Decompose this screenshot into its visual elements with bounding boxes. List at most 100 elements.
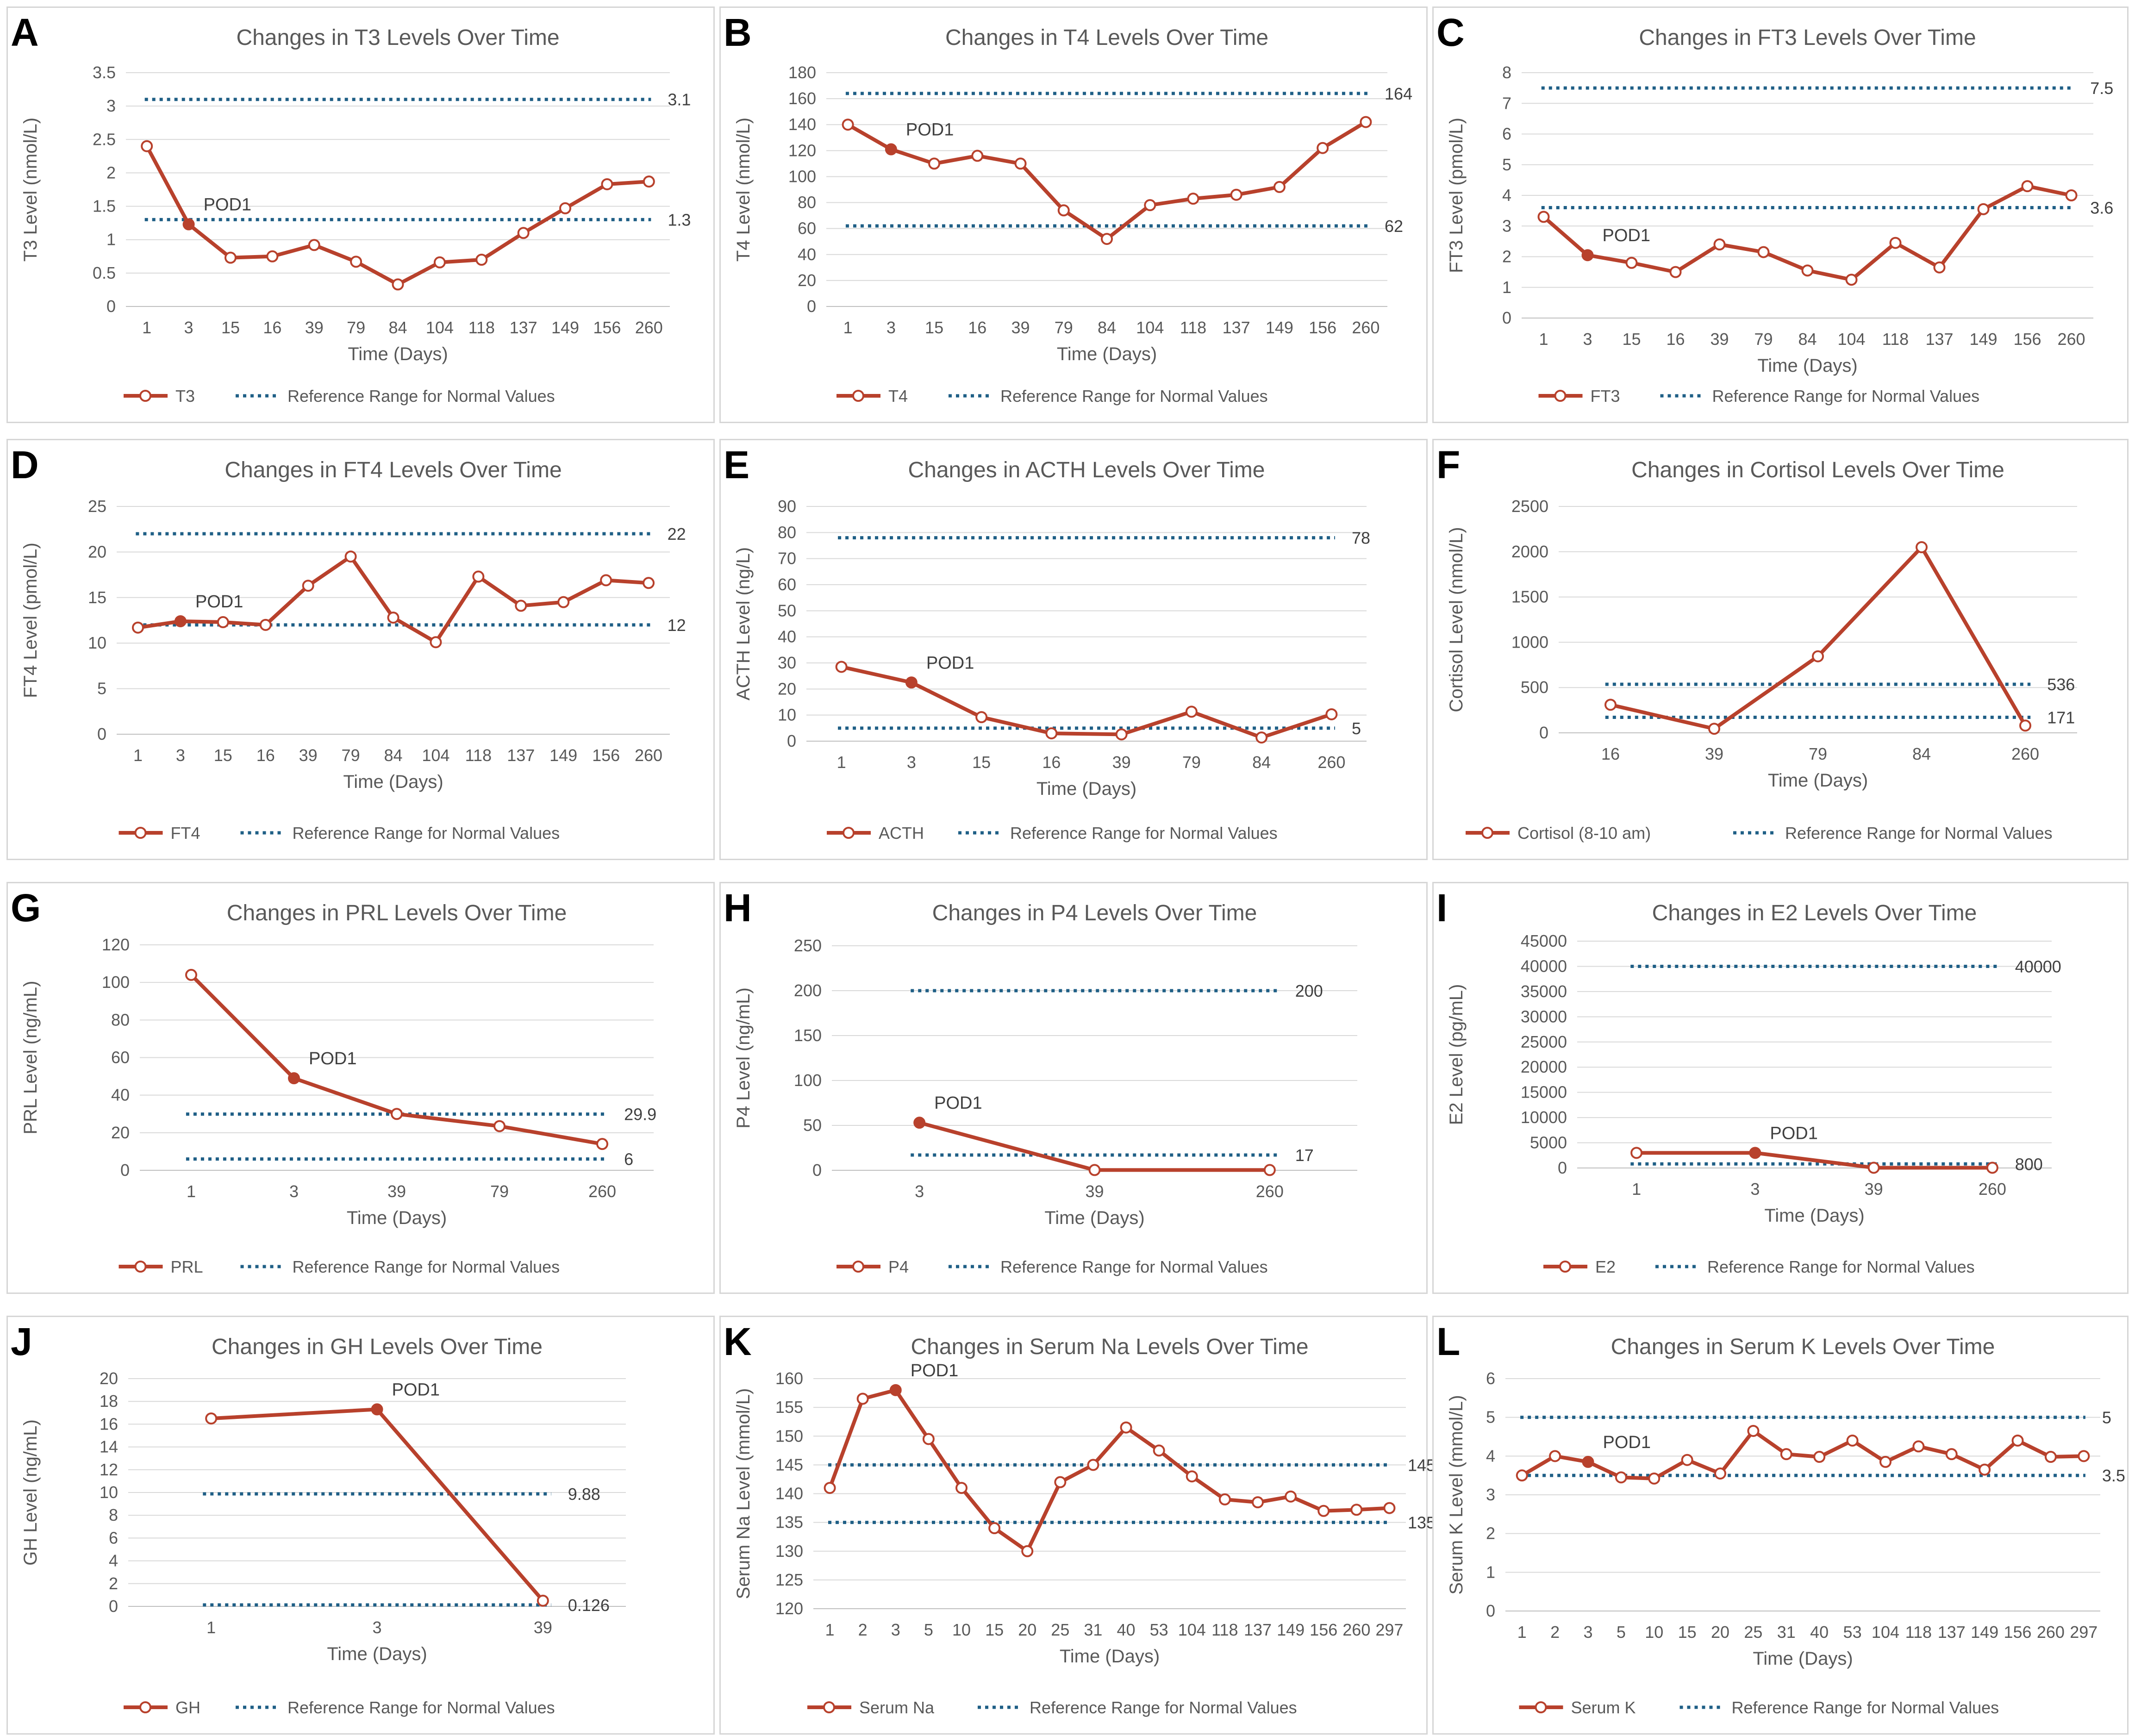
- y-tick-label: 1: [106, 230, 116, 249]
- x-tick-label: 39: [305, 318, 324, 337]
- y-tick-label: 0: [1502, 308, 1511, 327]
- y-tick-label: 0: [109, 1597, 118, 1616]
- reference-line-label: 3.1: [668, 90, 691, 109]
- chart-title: Changes in T3 Levels Over Time: [236, 25, 559, 50]
- y-tick-label: 10: [778, 706, 796, 724]
- x-tick-label: 137: [1244, 1620, 1272, 1639]
- legend-series-marker: [823, 1701, 835, 1713]
- y-tick-label: 0.5: [93, 263, 116, 282]
- reference-line-label: 6: [624, 1150, 633, 1169]
- data-point: [1186, 1470, 1198, 1483]
- x-tick-label: 104: [422, 746, 449, 765]
- data-point: [1144, 199, 1156, 212]
- x-tick-label: 149: [1266, 318, 1293, 337]
- x-tick-label: 156: [1309, 318, 1336, 337]
- x-tick-label: 118: [468, 318, 495, 337]
- x-tick-label: 137: [507, 746, 535, 765]
- reference-line-label: 22: [668, 525, 686, 543]
- x-axis-label: Time (Days): [1753, 1649, 1853, 1669]
- y-tick-label: 0: [787, 731, 796, 750]
- chart-panel-a: A Changes in T3 Levels Over Time 0 0.5 1 1.5 2…: [6, 6, 715, 423]
- data-point: [1845, 274, 1858, 286]
- data-point: [885, 143, 897, 156]
- x-tick-label: 16: [256, 746, 275, 765]
- panel-letter: B: [724, 11, 752, 54]
- y-tick-label: 20: [100, 1369, 118, 1388]
- x-tick-label: 149: [549, 746, 577, 765]
- y-axis-label: E2 Level (pg/mL): [1446, 984, 1467, 1125]
- data-point: [1780, 1448, 1792, 1461]
- data-point: [475, 254, 488, 266]
- x-tick-label: 156: [1310, 1620, 1337, 1639]
- data-point: [2011, 1434, 2024, 1447]
- chart-svg: B Changes in T4 Levels Over Time 0 20 40 60 80…: [724, 11, 1412, 406]
- data-point: [1021, 1545, 1034, 1557]
- legend-series-marker: [852, 1261, 864, 1273]
- chart-svg: E Changes in ACTH Levels Over Time 0 10 20 30…: [724, 443, 1370, 843]
- data-point: [1549, 1450, 1561, 1462]
- y-tick-label: 60: [798, 219, 816, 238]
- x-tick-label: 104: [1178, 1620, 1206, 1639]
- x-tick-label: 2: [1550, 1623, 1560, 1642]
- y-tick-label: 40000: [1521, 956, 1567, 975]
- x-tick-label: 149: [1969, 330, 1997, 349]
- data-point: [1648, 1472, 1661, 1485]
- x-tick-label: 260: [1317, 753, 1345, 772]
- panel-letter: H: [724, 886, 752, 930]
- data-point: [856, 1393, 869, 1405]
- x-axis-label: Time (Days): [1768, 770, 1868, 791]
- legend-series-marker: [1535, 1701, 1547, 1713]
- x-tick-label: 79: [1182, 753, 1201, 772]
- x-tick-label: 5: [1617, 1623, 1626, 1642]
- x-tick-label: 20: [1018, 1620, 1036, 1639]
- x-tick-label: 39: [1112, 753, 1131, 772]
- reference-line-label: 200: [1295, 981, 1323, 1000]
- data-point: [1120, 1421, 1132, 1434]
- chart-svg: A Changes in T3 Levels Over Time 0 0.5 1 1.5 2…: [11, 11, 691, 406]
- x-tick-label: 16: [1601, 744, 1620, 763]
- x-tick-label: 1: [837, 753, 846, 772]
- reference-line-label: 800: [2015, 1155, 2043, 1174]
- y-tick-label: 250: [794, 936, 822, 955]
- x-axis-label: Time (Days): [1060, 1646, 1160, 1667]
- data-point: [1054, 1476, 1067, 1488]
- data-point: [557, 596, 570, 608]
- data-point: [517, 227, 530, 239]
- y-tick-label: 200: [794, 981, 822, 1000]
- panel-letter: G: [11, 886, 41, 930]
- pod1-annotation: POD1: [204, 195, 251, 215]
- x-tick-label: 84: [1098, 318, 1116, 337]
- legend-series-label: GH: [175, 1698, 200, 1717]
- x-tick-label: 118: [465, 746, 492, 765]
- x-axis-label: Time (Days): [1757, 356, 1857, 376]
- chart-svg: I Changes in E2 Levels Over Time 0 5000 1000…: [1436, 886, 2061, 1276]
- x-tick-label: 15: [214, 746, 232, 765]
- x-axis-label: Time (Days): [1044, 1208, 1144, 1228]
- y-axis-label: Serum Na Level (mmol/L): [733, 1388, 754, 1599]
- x-tick-label: 15: [985, 1620, 1004, 1639]
- data-point: [1889, 237, 1902, 249]
- reference-line-label: 29.9: [624, 1105, 656, 1124]
- x-tick-label: 137: [510, 318, 537, 337]
- y-tick-label: 3: [1502, 216, 1511, 235]
- y-axis-label: T3 Level (nmol/L): [20, 118, 41, 262]
- pod1-annotation: POD1: [906, 120, 954, 140]
- y-tick-label: 6: [1502, 125, 1511, 144]
- y-tick-label: 150: [794, 1026, 822, 1045]
- data-point: [472, 570, 485, 583]
- reference-line-label: 3.5: [2102, 1466, 2125, 1485]
- x-tick-label: 118: [1180, 318, 1206, 337]
- y-tick-label: 3: [106, 96, 116, 115]
- data-point: [1713, 238, 1726, 250]
- reference-line-label: 12: [668, 616, 686, 635]
- legend-series-label: Cortisol (8-10 am): [1517, 824, 1651, 843]
- x-tick-label: 260: [635, 746, 662, 765]
- y-tick-label: 80: [778, 523, 796, 542]
- x-tick-label: 39: [1710, 330, 1729, 349]
- data-point: [1757, 246, 1770, 258]
- data-point: [1045, 727, 1058, 740]
- data-point: [905, 676, 918, 689]
- data-point: [344, 550, 357, 563]
- x-tick-label: 1: [843, 318, 853, 337]
- chart-svg: C Changes in FT3 Levels Over Time 0 1 2 3 4 5 6 7…: [1436, 11, 2113, 406]
